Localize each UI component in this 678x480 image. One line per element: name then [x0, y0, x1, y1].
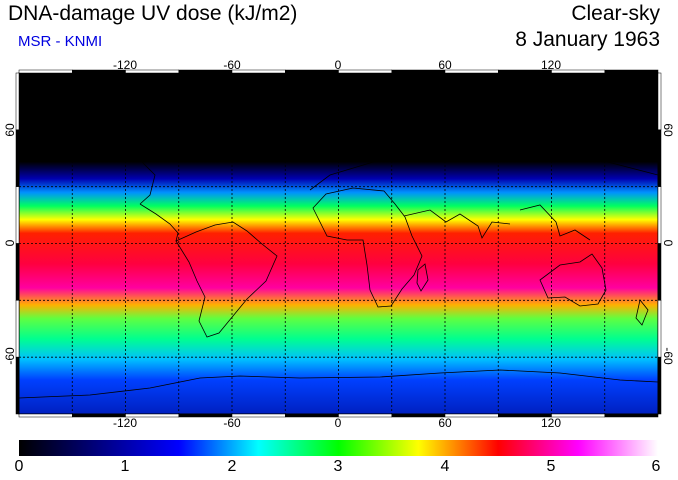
colorbar-label: 5 [546, 458, 556, 475]
lat-tick-right: 0 [661, 239, 675, 247]
frame-bar [15, 243, 20, 301]
lat-tick-right: -60 [661, 347, 675, 365]
frame-bar [338, 413, 392, 418]
colorbar-label: 0 [14, 458, 24, 475]
lat-tick-left: 60 [3, 123, 17, 137]
map-title: DNA-damage UV dose (kJ/m2) [8, 2, 298, 25]
lon-tick-bottom: 120 [540, 416, 562, 430]
new-zealand-coast [635, 299, 649, 326]
frame-bar [15, 356, 20, 415]
frame-bar [444, 69, 499, 74]
frame-bar [657, 243, 662, 301]
lat-tick-left: 0 [3, 239, 17, 247]
frame-bar [604, 413, 659, 418]
graticule [19, 73, 658, 414]
frame-bar [18, 413, 73, 418]
frame-bar [18, 69, 73, 74]
lon-tick-top: -120 [112, 58, 138, 72]
madagascar-coast [416, 263, 429, 292]
colorbar-label: 3 [333, 458, 343, 475]
frame-bar [657, 72, 662, 131]
antarctica-coast [19, 369, 658, 399]
lon-tick-top: 60 [438, 58, 452, 72]
frame-bar [657, 129, 662, 187]
lon-tick-bottom: 60 [438, 416, 452, 430]
frame-bar [338, 69, 392, 74]
date-label: 8 January 1963 [515, 28, 660, 51]
lon-tick-bottom: -60 [223, 416, 241, 430]
southeast-asia-coast [519, 204, 591, 241]
central-america-coast [139, 203, 179, 242]
frame-bar [15, 72, 20, 131]
source-label: MSR - KNMI [18, 33, 103, 50]
frame-bar [285, 69, 339, 74]
colorbar [19, 440, 658, 456]
frame-bar [657, 186, 662, 244]
north-america-coast [39, 149, 156, 205]
colorbar-label: 6 [651, 458, 661, 475]
frame-tick-bars [15, 69, 662, 418]
lon-tick-top: 0 [334, 58, 342, 72]
frame-bar [657, 356, 662, 415]
lon-tick-top: 120 [540, 58, 562, 72]
frame-bar [285, 413, 339, 418]
lat-tick-left: -60 [3, 347, 17, 365]
frame-bar [391, 69, 446, 74]
lon-tick-bottom: -120 [112, 416, 138, 430]
frame-bar [391, 413, 446, 418]
frame-bar [444, 413, 499, 418]
frame-bar [604, 69, 659, 74]
africa-coast [312, 187, 423, 308]
frame-bar [15, 186, 20, 244]
eurasia-coast [309, 149, 658, 191]
colorbar-label: 2 [227, 458, 237, 475]
colorbar-label: 1 [120, 458, 130, 475]
coastlines [19, 149, 658, 399]
lon-tick-top: -60 [223, 58, 241, 72]
arabia-india-coast [403, 209, 511, 239]
sky-condition-label: Clear-sky [571, 2, 660, 25]
colorbar-label: 4 [440, 458, 450, 475]
australia-coast [539, 253, 607, 307]
frame-bar [15, 129, 20, 187]
lon-tick-bottom: 0 [334, 416, 342, 430]
south-america-coast [175, 221, 278, 338]
lat-tick-right: 60 [661, 123, 675, 137]
